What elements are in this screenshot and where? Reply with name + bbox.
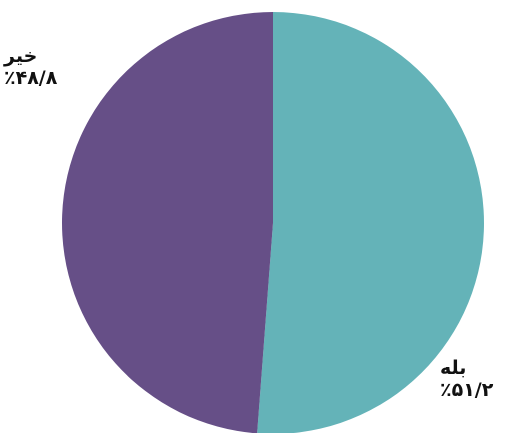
slice-label-no: خیر ٪۴۸/۸	[4, 45, 84, 90]
slice-percent-yes: ٪۵۱/۲	[440, 378, 494, 401]
pie-slice-no	[62, 12, 273, 433]
slice-name-yes: بله	[440, 357, 467, 379]
slice-label-yes: بله ٪۵۱/۲	[440, 357, 510, 402]
pie-slice-yes	[257, 12, 484, 433]
slice-name-no: خیر	[4, 45, 38, 67]
slice-percent-no: ٪۴۸/۸	[4, 66, 58, 89]
pie-slices	[62, 12, 484, 433]
